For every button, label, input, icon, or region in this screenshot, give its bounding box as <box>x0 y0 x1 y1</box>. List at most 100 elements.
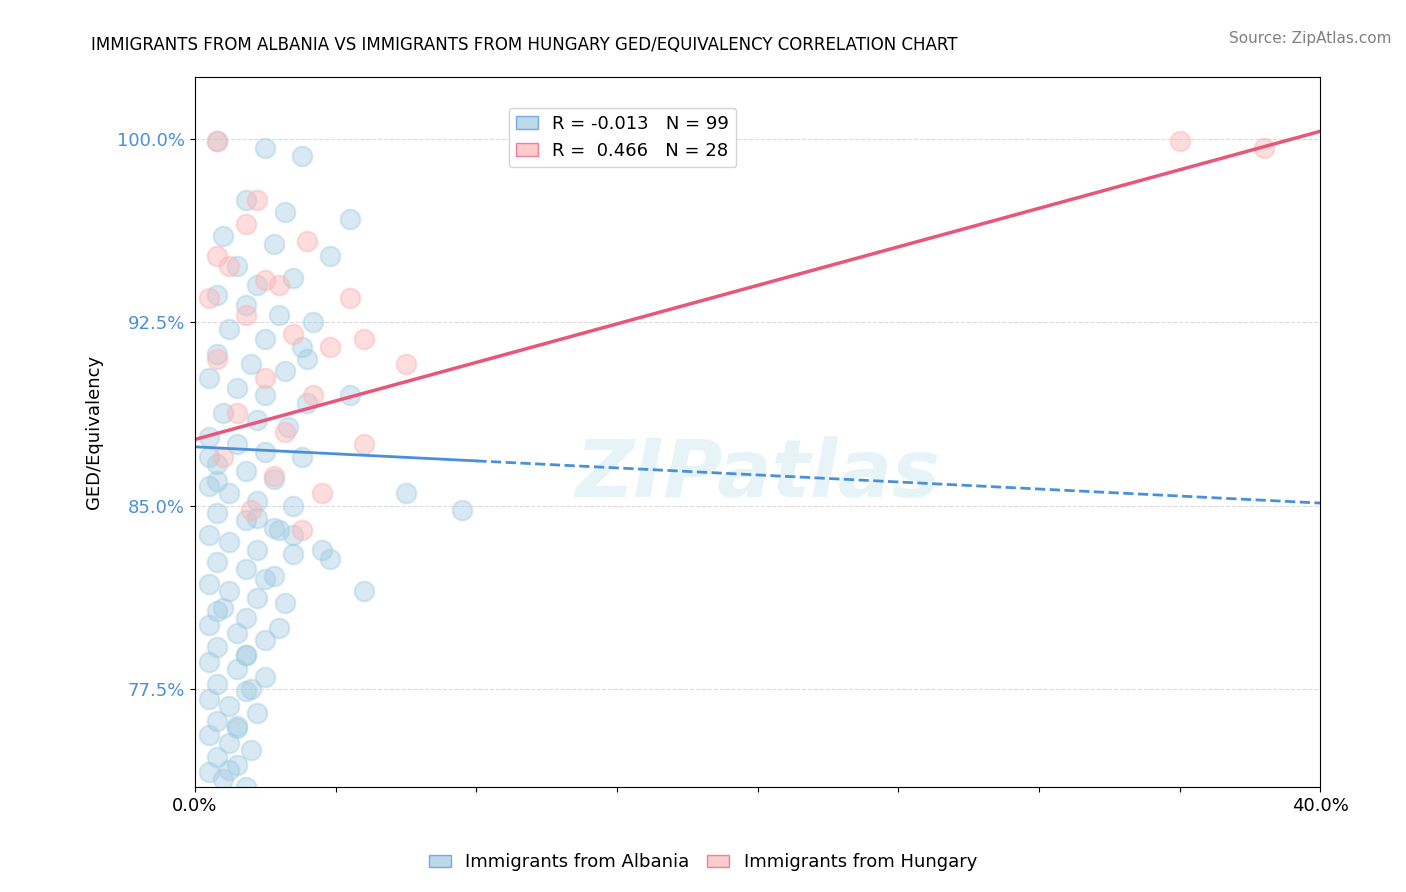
Point <box>207 249 229 263</box>
Point <box>353 584 375 599</box>
Point <box>254 572 277 586</box>
Point <box>283 528 305 542</box>
Point <box>218 736 240 750</box>
Point <box>254 332 277 346</box>
Point <box>240 743 263 757</box>
Point <box>218 486 240 500</box>
Point <box>246 278 269 293</box>
Point <box>254 388 277 402</box>
Point <box>297 351 319 366</box>
Point <box>302 388 325 402</box>
Point <box>226 625 249 640</box>
Point <box>283 499 305 513</box>
Point <box>254 444 277 458</box>
Point <box>218 763 240 777</box>
Point <box>319 552 342 566</box>
Point <box>254 371 277 385</box>
Point <box>198 430 221 444</box>
Point <box>246 493 269 508</box>
Point <box>235 684 257 698</box>
Point <box>246 591 269 606</box>
Point <box>207 134 229 148</box>
Point <box>207 506 229 520</box>
Text: IMMIGRANTS FROM ALBANIA VS IMMIGRANTS FROM HUNGARY GED/EQUIVALENCY CORRELATION C: IMMIGRANTS FROM ALBANIA VS IMMIGRANTS FR… <box>91 36 957 54</box>
Point <box>207 474 229 488</box>
Point <box>291 149 314 163</box>
Legend: Immigrants from Albania, Immigrants from Hungary: Immigrants from Albania, Immigrants from… <box>422 847 984 879</box>
Point <box>240 503 263 517</box>
Point <box>291 450 314 464</box>
Point <box>263 472 285 486</box>
Point <box>240 681 263 696</box>
Point <box>198 291 221 305</box>
Point <box>339 212 361 227</box>
Point <box>283 327 305 342</box>
Point <box>226 406 249 420</box>
Point <box>207 288 229 302</box>
Point <box>269 278 291 293</box>
Point <box>212 772 235 787</box>
Point <box>235 780 257 794</box>
Point <box>277 420 299 434</box>
Point <box>269 308 291 322</box>
Point <box>235 648 257 662</box>
Point <box>263 469 285 483</box>
Point <box>235 611 257 625</box>
Legend: R = -0.013   N = 99, R =  0.466   N = 28: R = -0.013 N = 99, R = 0.466 N = 28 <box>509 108 737 167</box>
Point <box>353 332 375 346</box>
Point <box>246 510 269 524</box>
Point <box>207 457 229 471</box>
Point <box>319 249 342 263</box>
Point <box>207 640 229 655</box>
Point <box>212 601 235 615</box>
Point <box>339 291 361 305</box>
Point <box>263 236 285 251</box>
Point <box>235 562 257 576</box>
Point <box>274 205 297 219</box>
Point <box>395 486 418 500</box>
Point <box>246 193 269 207</box>
Point <box>207 714 229 728</box>
Point <box>254 633 277 648</box>
Point <box>235 308 257 322</box>
Point <box>291 523 314 537</box>
Point <box>246 542 269 557</box>
Point <box>226 721 249 735</box>
Point <box>269 621 291 635</box>
Point <box>198 618 221 632</box>
Point <box>198 691 221 706</box>
Point <box>218 535 240 549</box>
Point <box>212 450 235 464</box>
Point <box>254 670 277 684</box>
Text: ZIPatlas: ZIPatlas <box>575 435 941 514</box>
Point <box>235 193 257 207</box>
Point <box>226 719 249 733</box>
Point <box>226 381 249 395</box>
Point <box>226 757 249 772</box>
Point <box>226 259 249 273</box>
Point <box>198 479 221 493</box>
Point <box>207 347 229 361</box>
Point <box>254 273 277 287</box>
Point <box>1168 134 1191 148</box>
Point <box>1253 141 1275 155</box>
Point <box>235 648 257 662</box>
Point <box>395 357 418 371</box>
Point <box>274 425 297 439</box>
Point <box>291 339 314 353</box>
Point <box>207 677 229 691</box>
Point <box>218 322 240 336</box>
Point <box>198 576 221 591</box>
Point <box>240 357 263 371</box>
Point <box>263 520 285 534</box>
Point <box>269 523 291 537</box>
Point <box>212 406 235 420</box>
Point <box>235 298 257 312</box>
Point <box>274 596 297 610</box>
Y-axis label: GED/Equivalency: GED/Equivalency <box>86 355 103 509</box>
Point <box>198 528 221 542</box>
Point <box>297 396 319 410</box>
Point <box>353 437 375 451</box>
Point <box>274 364 297 378</box>
Point <box>254 141 277 155</box>
